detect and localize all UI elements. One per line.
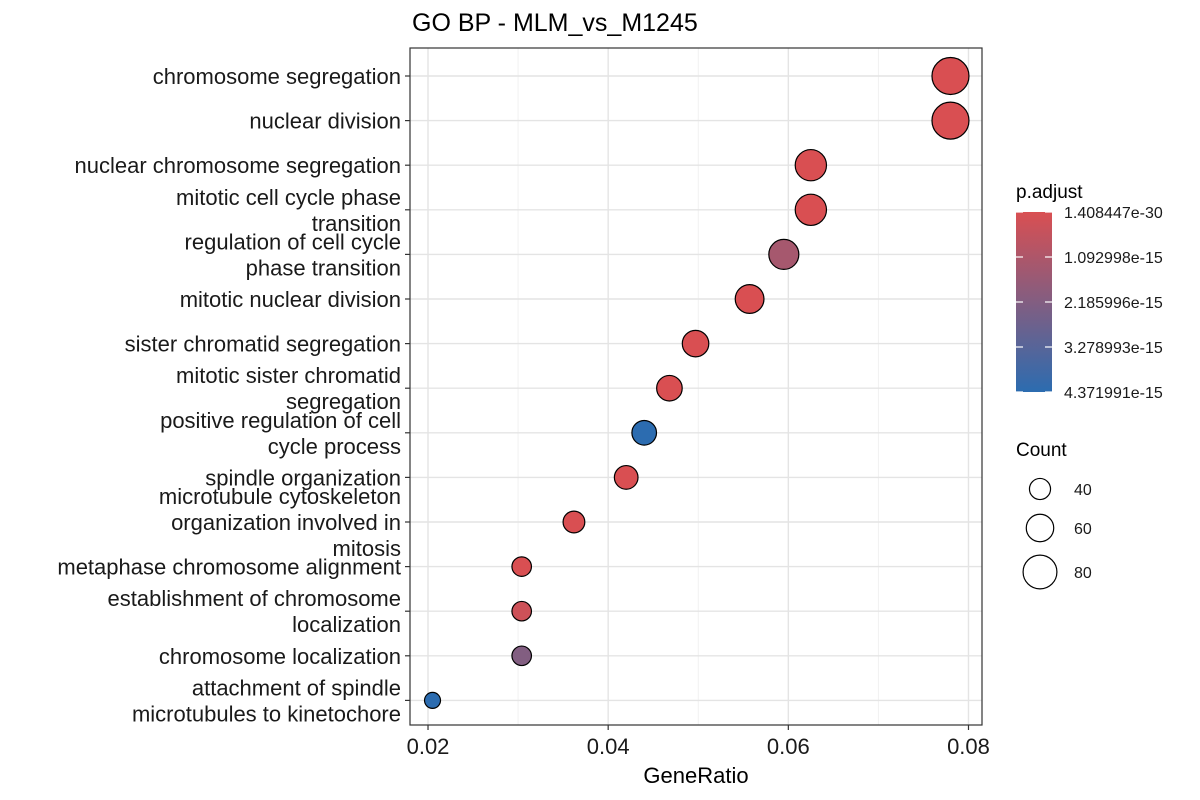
y-tick-label: phase transition [246, 255, 401, 280]
y-tick-label: mitosis [333, 536, 401, 561]
size-legend-items: 40 60 80 [1022, 477, 1092, 590]
color-legend-label: 1.092998e-15 [1064, 250, 1163, 267]
size-legend-label: 40 [1074, 482, 1092, 499]
y-tick-label: chromosome segregation [153, 64, 401, 89]
y-tick-label: nuclear division [249, 109, 401, 134]
y-tick-label: mitotic cell cycle phase [176, 185, 401, 210]
data-point [931, 56, 970, 96]
data-point [511, 600, 533, 622]
plot-border [409, 47, 983, 726]
y-tick-label: microtubule cytoskeleton [159, 484, 401, 509]
color-legend-labels: 1.408447e-30 1.092998e-15 2.185996e-15 3.27… [1016, 205, 1163, 402]
x-axis-title: GeneRatio [643, 763, 748, 788]
x-tick-label: 0.08 [947, 734, 990, 759]
data-point [681, 329, 710, 358]
y-tick-label: establishment of chromosome [108, 586, 401, 611]
data-point [423, 691, 442, 710]
color-legend-label: 4.371991e-15 [1064, 385, 1163, 402]
y-tick-label: nuclear chromosome segregation [74, 153, 401, 178]
data-point [562, 510, 586, 534]
data-point [613, 464, 639, 490]
color-legend-label: 2.185996e-15 [1064, 295, 1163, 312]
y-tick-label: attachment of spindle [192, 675, 401, 700]
y-tick-label: chromosome localization [159, 644, 401, 669]
data-point [734, 284, 765, 314]
size-legend-title: Count [1016, 440, 1067, 461]
x-axis-ticks: 0.02 0.04 0.06 0.08 [407, 725, 990, 759]
data-point [631, 419, 658, 446]
color-legend: p.adjust 1.408447e-30 1.092998e-15 2.18599… [1016, 182, 1163, 402]
y-tick-label: metaphase chromosome alignment [57, 555, 401, 580]
y-tick-label: positive regulation of cell [160, 408, 401, 433]
data-points [423, 56, 970, 710]
x-tick-label: 0.04 [587, 734, 630, 759]
plot-panel [410, 48, 982, 725]
data-point [794, 148, 828, 182]
data-point [656, 374, 683, 402]
size-legend: Count 40 60 80 [1016, 440, 1092, 590]
data-point [768, 238, 800, 270]
size-legend-circle [1028, 477, 1052, 501]
y-tick-label: mitotic nuclear division [180, 287, 401, 312]
y-tick-label: regulation of cell cycle [185, 229, 401, 254]
color-legend-label: 3.278993e-15 [1064, 340, 1163, 357]
y-tick-label: transition [312, 211, 401, 236]
y-tick-label: microtubules to kinetochore [132, 701, 401, 726]
data-point [511, 556, 533, 577]
chart-title: GO BP - MLM_vs_M1245 [412, 9, 698, 37]
x-tick-label: 0.02 [407, 734, 450, 759]
color-legend-label: 1.408447e-30 [1064, 205, 1163, 222]
y-axis-labels: chromosome segregation nuclear division nu… [57, 64, 410, 726]
x-tick-label: 0.06 [767, 734, 810, 759]
y-tick-label: mitotic sister chromatid [176, 363, 401, 388]
color-legend-title: p.adjust [1016, 182, 1083, 203]
y-tick-label: cycle process [268, 434, 401, 459]
y-tick-label: spindle organization [205, 465, 401, 490]
size-legend-label: 60 [1074, 521, 1092, 538]
data-point [931, 101, 970, 140]
y-tick-label: localization [292, 612, 401, 637]
size-legend-circle [1022, 554, 1058, 590]
data-point [511, 645, 533, 667]
data-point [794, 193, 828, 227]
y-tick-label: sister chromatid segregation [125, 332, 401, 357]
size-legend-circle [1025, 513, 1055, 543]
size-legend-label: 80 [1074, 565, 1092, 582]
y-tick-label: organization involved in [171, 510, 401, 535]
y-tick-label: segregation [286, 389, 401, 414]
